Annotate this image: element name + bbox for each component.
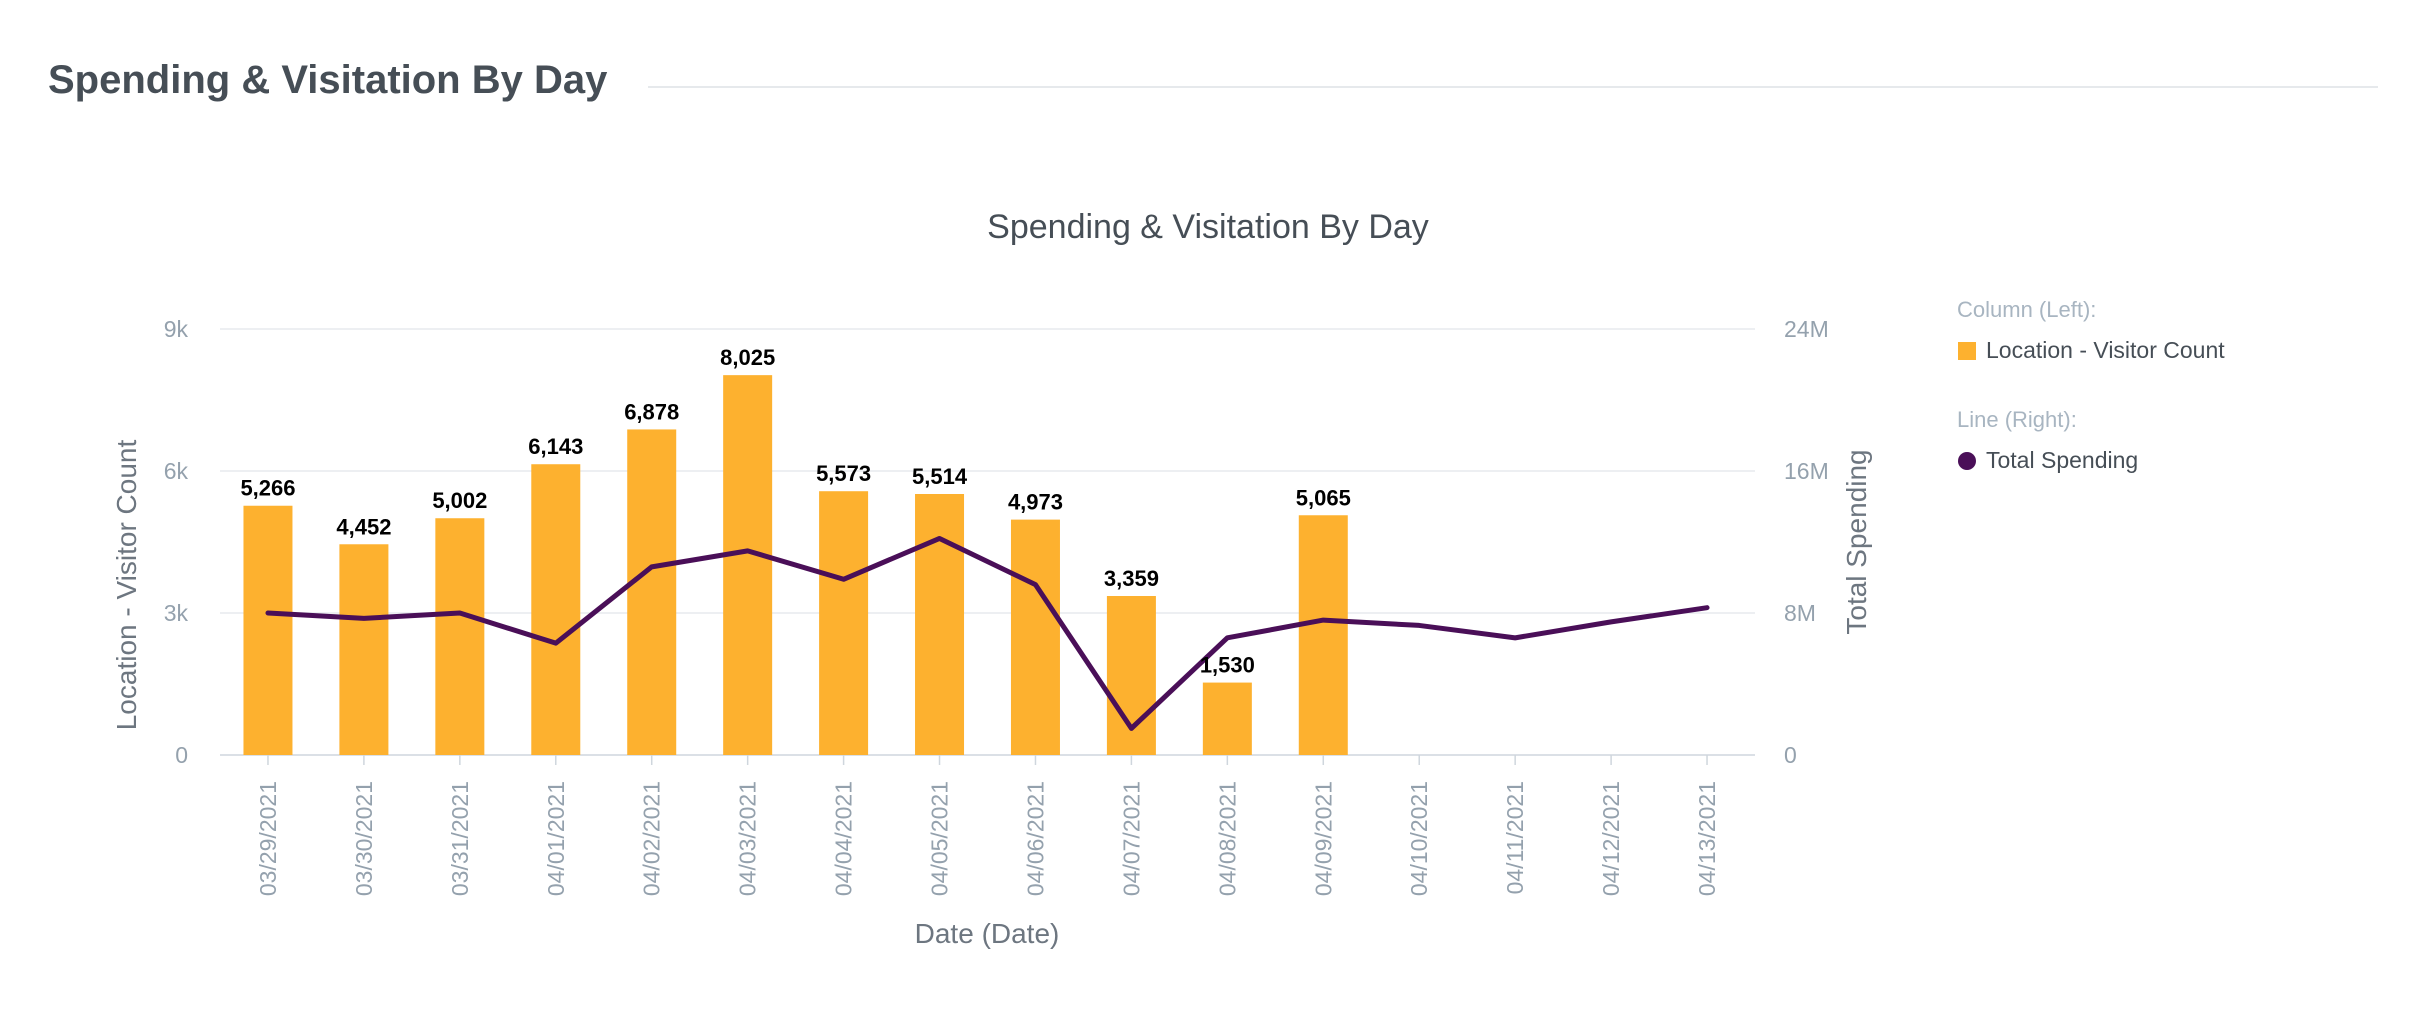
left-tick-label: 3k	[164, 600, 189, 626]
right-axis-title: Total Spending	[1841, 449, 1872, 634]
x-tick-label: 04/07/2021	[1118, 781, 1144, 896]
bar-data-label: 8,025	[720, 345, 775, 370]
x-axis: 03/29/2021 03/30/2021 03/31/2021 04/01/2021…	[255, 755, 1720, 896]
chart-title: Spending & Visitation By Day	[987, 208, 1429, 246]
x-tick-label: 03/29/2021	[255, 781, 281, 896]
page-title: Spending & Visitation By Day	[48, 58, 608, 102]
bar-data-label: 6,143	[528, 434, 583, 459]
x-tick-label: 04/03/2021	[735, 781, 761, 896]
bar	[435, 518, 485, 755]
bar	[1010, 519, 1060, 755]
x-tick-label: 04/13/2021	[1694, 781, 1720, 896]
bar	[915, 494, 965, 755]
left-y-axis: 0 3k 6k 9k	[164, 316, 189, 768]
bar	[1298, 515, 1348, 755]
page-header: Spending & Visitation By Day	[0, 0, 2418, 130]
x-tick-label: 04/09/2021	[1310, 781, 1336, 896]
right-tick-label: 8M	[1784, 600, 1816, 626]
bar	[243, 505, 293, 755]
legend-heading-column: Column (Left):	[1957, 297, 2096, 322]
total-spending-line	[265, 535, 1710, 731]
x-tick-label: 04/11/2021	[1502, 781, 1528, 894]
x-tick-label: 04/12/2021	[1598, 781, 1624, 896]
x-tick-label: 04/04/2021	[831, 781, 857, 896]
bar-data-label: 5,573	[816, 461, 871, 486]
bar	[819, 491, 869, 755]
bar	[1202, 682, 1252, 755]
x-tick-label: 04/10/2021	[1406, 781, 1432, 896]
right-tick-label: 24M	[1784, 316, 1829, 342]
left-tick-label: 0	[175, 742, 188, 768]
bar	[1106, 596, 1156, 755]
x-tick-label: 04/05/2021	[927, 781, 953, 896]
x-tick-label: 04/02/2021	[639, 781, 665, 896]
bar	[531, 464, 581, 755]
bar-data-label: 5,002	[432, 488, 487, 513]
right-y-axis: 0 8M 16M 24M	[1784, 316, 1829, 768]
bar	[723, 375, 773, 755]
legend-swatch-total-spending	[1958, 452, 1976, 470]
bar-data-label: 6,878	[624, 399, 679, 424]
legend-item-total-spending[interactable]: Total Spending	[1986, 447, 2138, 473]
bar-data-label: 5,266	[240, 476, 295, 501]
x-tick-label: 04/06/2021	[1022, 781, 1048, 896]
left-tick-label: 6k	[164, 458, 189, 484]
bar-series	[243, 375, 1348, 755]
line-series	[265, 535, 1710, 731]
right-tick-label: 0	[1784, 742, 1797, 768]
bar-data-label: 1,530	[1200, 653, 1255, 678]
bar-data-label: 3,359	[1104, 566, 1159, 591]
left-tick-label: 9k	[164, 316, 189, 342]
bar	[339, 544, 389, 755]
bar-data-label: 4,452	[336, 514, 391, 539]
x-tick-label: 04/01/2021	[543, 781, 569, 896]
title-divider	[648, 86, 2378, 88]
legend: Column (Left): Location - Visitor Count …	[1957, 297, 2225, 473]
x-tick-label: 03/31/2021	[447, 781, 473, 896]
legend-item-visitor-count[interactable]: Location - Visitor Count	[1986, 337, 2225, 363]
data-labels: 5,266 4,452 5,002 6,143 6,878 8,025 5,573 5,514…	[240, 345, 1350, 677]
legend-heading-line: Line (Right):	[1957, 407, 2077, 432]
legend-swatch-visitor-count	[1958, 342, 1976, 360]
bar-data-label: 5,514	[912, 464, 968, 489]
bar-data-label: 4,973	[1008, 490, 1063, 515]
right-tick-label: 16M	[1784, 458, 1829, 484]
bar-data-label: 5,065	[1296, 485, 1351, 510]
x-tick-label: 03/30/2021	[351, 781, 377, 896]
bar	[627, 429, 677, 755]
x-tick-label: 04/08/2021	[1214, 781, 1240, 896]
left-axis-title: Location - Visitor Count	[111, 440, 142, 731]
x-axis-title: Date (Date)	[915, 918, 1060, 949]
